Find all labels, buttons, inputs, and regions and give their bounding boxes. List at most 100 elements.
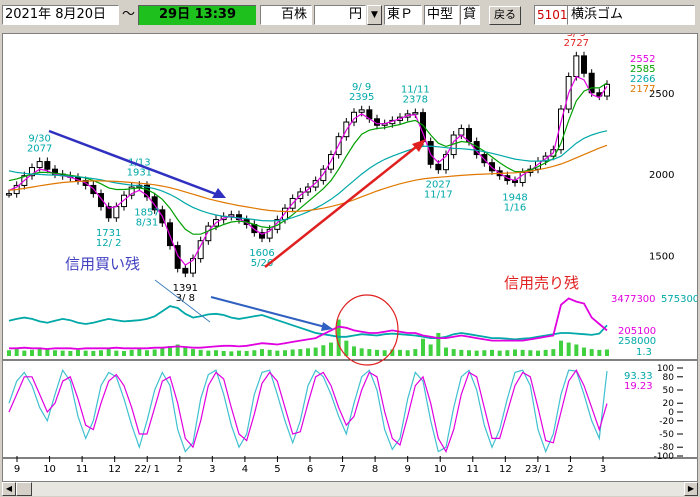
stock-name-field: 横浜ゴム (567, 5, 695, 25)
volume-bar (451, 349, 456, 356)
volume-bar (421, 338, 425, 356)
candle-body (581, 55, 587, 74)
candle-body (358, 109, 365, 113)
stochastic-line (8, 369, 608, 454)
volume-bar (367, 349, 372, 356)
x-tick-label: 4 (242, 464, 248, 475)
date-range-separator: ～ (122, 7, 136, 22)
candle-body (604, 83, 610, 97)
unit-field: 百株 (260, 5, 312, 25)
stoch-y-tick-label: 80 (663, 373, 675, 383)
moving-average-line (8, 82, 608, 235)
volume-bar (444, 347, 448, 356)
scroll-right-icon[interactable]: ▶ (684, 482, 698, 496)
price-y-tick-label: 1500 (649, 251, 674, 262)
legend-price-ma-long1: 2266 (630, 74, 655, 85)
price-annotation: 1857 (134, 207, 159, 218)
price-annotation: 8/31 (136, 217, 158, 228)
volume-bar (413, 349, 418, 356)
stochastic-line (8, 368, 608, 454)
candle-body (128, 186, 135, 196)
volume-bar (405, 350, 410, 356)
candle-body (151, 196, 158, 211)
uptrend-arrow (264, 142, 422, 268)
volume-bar (359, 348, 364, 356)
uptrend-arrow-head (412, 139, 426, 152)
candle-body (190, 258, 196, 274)
volume-bar (306, 348, 310, 356)
scrollbar-thumb[interactable] (16, 482, 32, 496)
price-annotation: 12/ 2 (96, 238, 122, 249)
currency-select[interactable]: 円 (314, 5, 366, 25)
volume-bar (375, 349, 379, 356)
start-date-field[interactable]: 2021年 8月20日 (2, 5, 119, 25)
volume-bar (191, 349, 195, 356)
volume-bar (53, 350, 57, 356)
volume-bar (76, 349, 80, 356)
price-y-tick-label: 2000 (649, 170, 674, 181)
candle-body (174, 245, 181, 269)
volume-bar (321, 345, 326, 356)
margin-balance-line (9, 297, 608, 350)
x-tick-label: 12 (499, 464, 512, 475)
volume-bar (7, 350, 11, 356)
x-tick-label: 5 (274, 464, 280, 475)
x-tick-label: 22/ 1 (134, 464, 160, 475)
volume-bar (260, 349, 264, 356)
price-annotation: 1731 (96, 228, 121, 239)
volume-bar (566, 342, 571, 356)
legend-stoch-k: 93.33 (624, 371, 653, 382)
price-annotation: 1/13 (128, 157, 150, 168)
candle-body (98, 193, 104, 208)
volume-bar (459, 349, 464, 356)
margin-balance-line (8, 305, 608, 341)
price-annotation: 2395 (349, 92, 374, 103)
volume-bar (229, 351, 234, 356)
volume-bar (398, 349, 402, 356)
legend-price-ma-mid: 2585 (630, 64, 655, 75)
downtrend-arrow-head (212, 188, 226, 198)
price-annotation: 1931 (127, 167, 152, 178)
chevron-down-icon[interactable]: ▼ (367, 5, 382, 25)
volume-bar (505, 350, 510, 356)
legend-margin-ratio: 1.3 (636, 347, 652, 358)
volume-bar (129, 349, 134, 356)
volume-bar (221, 351, 226, 356)
stock-code-input[interactable]: 5101 (534, 5, 568, 25)
volume-bar (528, 350, 533, 356)
legend-margin-buy-total: 575300 (661, 294, 697, 305)
volume-bar (114, 350, 119, 356)
volume-bar (267, 349, 272, 356)
price-annotation: 2027 (426, 180, 451, 191)
x-tick-label: 3 (600, 464, 606, 475)
volume-bar (482, 350, 487, 356)
stock-chart[interactable]: 9 10 11 12 22/ 1 2 3 4 5 6 7 8 9 10 11 12 23/ 1 2 3 2500 200… (3, 34, 697, 481)
price-annotation: 5/26 (251, 258, 273, 269)
legend-stoch-d: 19.23 (624, 381, 653, 392)
scroll-left-icon[interactable]: ◀ (2, 482, 16, 496)
stoch-y-tick-label: 20 (663, 399, 675, 409)
candle-body (412, 112, 419, 115)
volume-bar (45, 349, 50, 356)
volume-bar (237, 350, 241, 356)
volume-bar (490, 349, 494, 356)
legend-margin-sell-total: 3477300 (611, 294, 656, 305)
volume-bar (382, 350, 387, 356)
volume-bar (428, 344, 433, 356)
volume-bar (520, 349, 525, 356)
stoch-y-tick-label: -80 (659, 443, 674, 453)
candle-body (573, 55, 580, 78)
volume-bar (329, 342, 333, 356)
horizontal-scrollbar[interactable]: ◀ ▶ (2, 482, 698, 496)
back-button[interactable]: 戻る (489, 6, 521, 25)
x-tick-label: 6 (307, 464, 313, 475)
volume-bar (298, 349, 303, 356)
volume-bar (589, 349, 594, 356)
volume-bar (214, 350, 218, 356)
volume-bar (467, 350, 471, 356)
volume-bar (37, 348, 42, 356)
price-annotation: 2727 (564, 38, 589, 49)
candle-body (458, 128, 465, 136)
chart-panel[interactable]: 9 10 11 12 22/ 1 2 3 4 5 6 7 8 9 10 11 12 23/ 1 2 3 2500 200… (2, 33, 698, 482)
volume-bar (99, 350, 103, 356)
